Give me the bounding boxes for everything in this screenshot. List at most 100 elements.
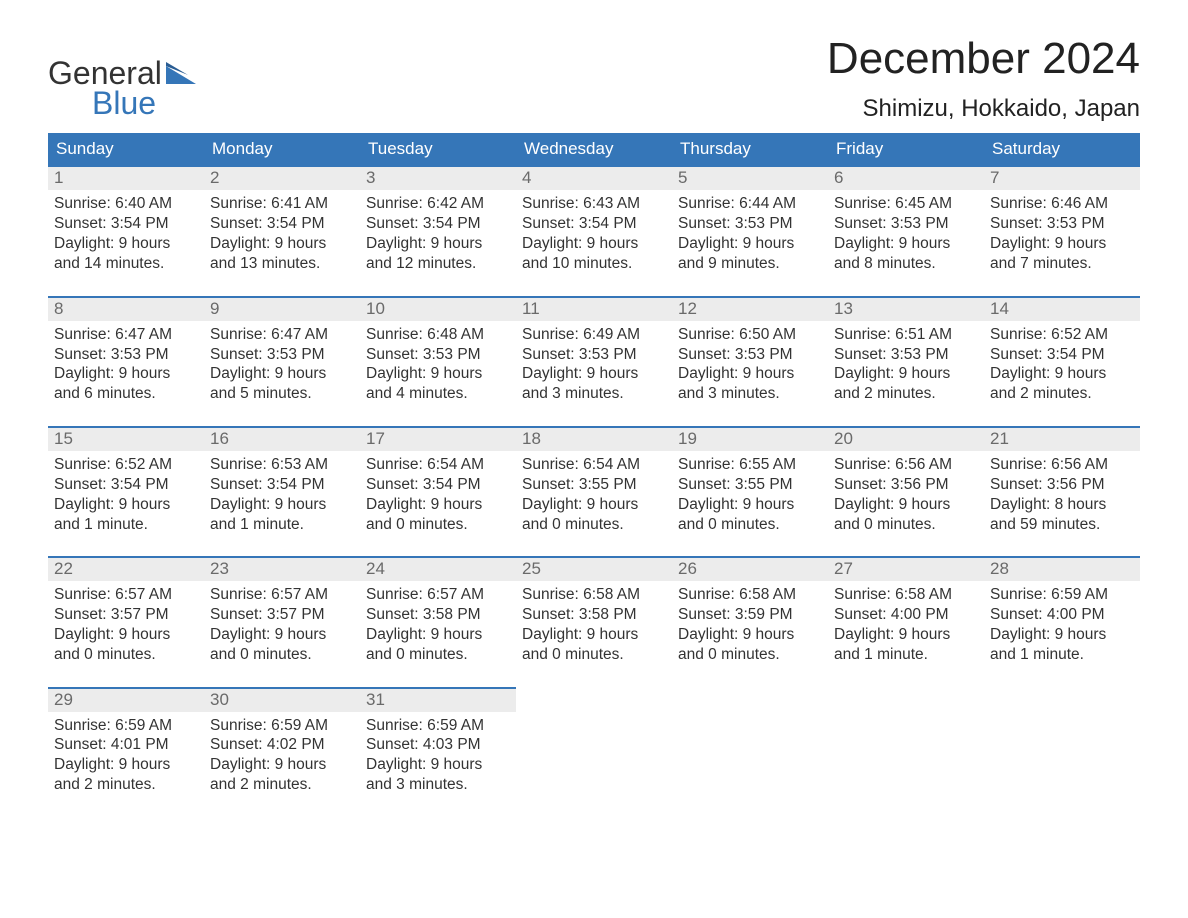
- sunrise-line: Sunrise: 6:55 AM: [678, 455, 822, 475]
- day-cell: 22 Sunrise: 6:57 AM Sunset: 3:57 PM Dayl…: [48, 556, 204, 686]
- header-row: General Blue December 2024 Shimizu, Hokk…: [48, 35, 1140, 123]
- daylight-line1: Daylight: 9 hours: [54, 364, 198, 384]
- sunset-line: Sunset: 4:01 PM: [54, 735, 198, 755]
- daylight-line1: Daylight: 9 hours: [54, 755, 198, 775]
- sunset-line: Sunset: 3:58 PM: [366, 605, 510, 625]
- daylight-line1: Daylight: 9 hours: [678, 234, 822, 254]
- daylight-line2: and 1 minute.: [834, 645, 978, 665]
- sunset-line: Sunset: 4:02 PM: [210, 735, 354, 755]
- daylight-line2: and 2 minutes.: [834, 384, 978, 404]
- sunrise-line: Sunrise: 6:44 AM: [678, 194, 822, 214]
- sunset-line: Sunset: 3:54 PM: [990, 345, 1134, 365]
- day-body: Sunrise: 6:54 AM Sunset: 3:54 PM Dayligh…: [360, 451, 516, 534]
- day-cell: 29 Sunrise: 6:59 AM Sunset: 4:01 PM Dayl…: [48, 687, 204, 817]
- daylight-line2: and 2 minutes.: [990, 384, 1134, 404]
- sunrise-line: Sunrise: 6:58 AM: [834, 585, 978, 605]
- sunrise-line: Sunrise: 6:59 AM: [54, 716, 198, 736]
- daylight-line2: and 8 minutes.: [834, 254, 978, 274]
- day-number: 4: [516, 165, 672, 190]
- day-number: 28: [984, 556, 1140, 581]
- day-body: Sunrise: 6:40 AM Sunset: 3:54 PM Dayligh…: [48, 190, 204, 273]
- logo: General Blue: [48, 35, 200, 119]
- daylight-line2: and 10 minutes.: [522, 254, 666, 274]
- sunset-line: Sunset: 4:03 PM: [366, 735, 510, 755]
- day-body: Sunrise: 6:52 AM Sunset: 3:54 PM Dayligh…: [48, 451, 204, 534]
- day-cell: 14 Sunrise: 6:52 AM Sunset: 3:54 PM Dayl…: [984, 296, 1140, 426]
- day-body: Sunrise: 6:48 AM Sunset: 3:53 PM Dayligh…: [360, 321, 516, 404]
- day-number: 12: [672, 296, 828, 321]
- sunset-line: Sunset: 4:00 PM: [834, 605, 978, 625]
- sunrise-line: Sunrise: 6:49 AM: [522, 325, 666, 345]
- dow-header: Saturday: [984, 133, 1140, 165]
- day-body: Sunrise: 6:41 AM Sunset: 3:54 PM Dayligh…: [204, 190, 360, 273]
- sunrise-line: Sunrise: 6:59 AM: [990, 585, 1134, 605]
- day-cell: 23 Sunrise: 6:57 AM Sunset: 3:57 PM Dayl…: [204, 556, 360, 686]
- sunrise-line: Sunrise: 6:48 AM: [366, 325, 510, 345]
- day-number: 30: [204, 687, 360, 712]
- daylight-line1: Daylight: 9 hours: [54, 234, 198, 254]
- sunrise-line: Sunrise: 6:42 AM: [366, 194, 510, 214]
- day-cell: 19 Sunrise: 6:55 AM Sunset: 3:55 PM Dayl…: [672, 426, 828, 556]
- day-number: 29: [48, 687, 204, 712]
- sunset-line: Sunset: 3:53 PM: [834, 214, 978, 234]
- sunrise-line: Sunrise: 6:58 AM: [678, 585, 822, 605]
- daylight-line1: Daylight: 9 hours: [54, 495, 198, 515]
- daylight-line1: Daylight: 9 hours: [834, 234, 978, 254]
- dow-header: Thursday: [672, 133, 828, 165]
- dow-header: Monday: [204, 133, 360, 165]
- day-cell: 6 Sunrise: 6:45 AM Sunset: 3:53 PM Dayli…: [828, 165, 984, 295]
- daylight-line2: and 1 minute.: [990, 645, 1134, 665]
- day-cell: 31 Sunrise: 6:59 AM Sunset: 4:03 PM Dayl…: [360, 687, 516, 817]
- day-body: Sunrise: 6:58 AM Sunset: 4:00 PM Dayligh…: [828, 581, 984, 664]
- sunset-line: Sunset: 3:54 PM: [210, 214, 354, 234]
- day-number: 3: [360, 165, 516, 190]
- day-cell: 18 Sunrise: 6:54 AM Sunset: 3:55 PM Dayl…: [516, 426, 672, 556]
- daylight-line2: and 12 minutes.: [366, 254, 510, 274]
- day-body: Sunrise: 6:59 AM Sunset: 4:03 PM Dayligh…: [360, 712, 516, 795]
- sunrise-line: Sunrise: 6:57 AM: [366, 585, 510, 605]
- day-number: 24: [360, 556, 516, 581]
- daylight-line1: Daylight: 9 hours: [522, 234, 666, 254]
- sunrise-line: Sunrise: 6:56 AM: [990, 455, 1134, 475]
- daylight-line2: and 1 minute.: [54, 515, 198, 535]
- daylight-line1: Daylight: 9 hours: [522, 495, 666, 515]
- daylight-line1: Daylight: 9 hours: [54, 625, 198, 645]
- empty-cell: [672, 687, 828, 817]
- day-body: Sunrise: 6:58 AM Sunset: 3:58 PM Dayligh…: [516, 581, 672, 664]
- day-body: Sunrise: 6:58 AM Sunset: 3:59 PM Dayligh…: [672, 581, 828, 664]
- daylight-line1: Daylight: 9 hours: [366, 495, 510, 515]
- day-body: Sunrise: 6:57 AM Sunset: 3:57 PM Dayligh…: [48, 581, 204, 664]
- day-number: 9: [204, 296, 360, 321]
- day-number: 5: [672, 165, 828, 190]
- day-cell: 4 Sunrise: 6:43 AM Sunset: 3:54 PM Dayli…: [516, 165, 672, 295]
- daylight-line2: and 2 minutes.: [54, 775, 198, 795]
- day-body: Sunrise: 6:59 AM Sunset: 4:00 PM Dayligh…: [984, 581, 1140, 664]
- day-number: 21: [984, 426, 1140, 451]
- sunset-line: Sunset: 3:53 PM: [678, 214, 822, 234]
- day-number: 18: [516, 426, 672, 451]
- day-cell: 9 Sunrise: 6:47 AM Sunset: 3:53 PM Dayli…: [204, 296, 360, 426]
- day-body: Sunrise: 6:57 AM Sunset: 3:57 PM Dayligh…: [204, 581, 360, 664]
- day-cell: 27 Sunrise: 6:58 AM Sunset: 4:00 PM Dayl…: [828, 556, 984, 686]
- location-subtitle: Shimizu, Hokkaido, Japan: [827, 95, 1140, 123]
- day-number: 25: [516, 556, 672, 581]
- day-body: Sunrise: 6:51 AM Sunset: 3:53 PM Dayligh…: [828, 321, 984, 404]
- daylight-line2: and 0 minutes.: [54, 645, 198, 665]
- page-title: December 2024: [827, 35, 1140, 83]
- sunset-line: Sunset: 3:55 PM: [522, 475, 666, 495]
- day-number: 26: [672, 556, 828, 581]
- empty-cell: [828, 687, 984, 817]
- day-body: Sunrise: 6:57 AM Sunset: 3:58 PM Dayligh…: [360, 581, 516, 664]
- day-cell: 17 Sunrise: 6:54 AM Sunset: 3:54 PM Dayl…: [360, 426, 516, 556]
- day-number: 16: [204, 426, 360, 451]
- page: General Blue December 2024 Shimizu, Hokk…: [0, 0, 1188, 857]
- daylight-line2: and 0 minutes.: [210, 645, 354, 665]
- daylight-line1: Daylight: 9 hours: [210, 755, 354, 775]
- daylight-line2: and 1 minute.: [210, 515, 354, 535]
- day-cell: 26 Sunrise: 6:58 AM Sunset: 3:59 PM Dayl…: [672, 556, 828, 686]
- sunset-line: Sunset: 3:54 PM: [54, 214, 198, 234]
- day-cell: 21 Sunrise: 6:56 AM Sunset: 3:56 PM Dayl…: [984, 426, 1140, 556]
- sunrise-line: Sunrise: 6:47 AM: [210, 325, 354, 345]
- dow-header: Friday: [828, 133, 984, 165]
- day-number: 8: [48, 296, 204, 321]
